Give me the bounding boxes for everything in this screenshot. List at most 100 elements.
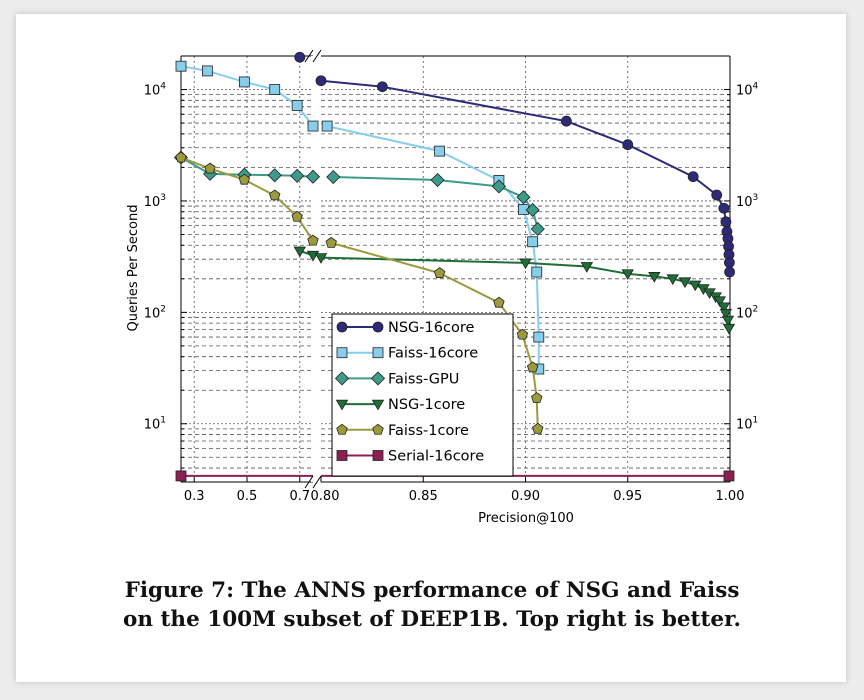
data-point	[325, 236, 337, 248]
data-point	[305, 169, 321, 184]
data-point	[291, 100, 303, 111]
legend-entry: NSG-16core	[336, 320, 474, 336]
x-tick-label: 0.85	[409, 489, 438, 504]
y-tick-label: 104	[736, 82, 759, 99]
data-point	[175, 470, 187, 482]
data-point	[433, 267, 446, 278]
data-point	[722, 323, 736, 335]
legend-marker	[336, 347, 348, 359]
axis-break-marks	[304, 49, 322, 489]
axis-ticks: 101 101 102 102 103 103 104 104 0.3 0.5 0.7 0.80 0.8…	[144, 55, 759, 504]
break-slash	[304, 475, 314, 489]
data-point	[666, 274, 679, 286]
x-tick-label: 0.5	[237, 489, 258, 504]
data-point	[724, 266, 735, 278]
legend-marker	[372, 321, 384, 333]
x-tick-label: 0.90	[511, 489, 540, 504]
legend-marker	[335, 399, 349, 411]
x-tick-label: 1.00	[716, 489, 745, 504]
legend-label: Faiss-GPU	[388, 371, 459, 387]
data-point	[315, 75, 327, 87]
data-point	[525, 202, 540, 218]
y-tick-label: 102	[736, 304, 758, 321]
legend-label: Faiss-16core	[388, 346, 478, 362]
data-point	[713, 296, 726, 308]
legend-marker	[336, 423, 348, 435]
y-tick-label: 102	[144, 304, 166, 321]
data-point	[648, 272, 661, 283]
legend-marker	[372, 347, 384, 359]
x-tick-label: 0.3	[184, 489, 205, 504]
data-point	[526, 361, 539, 373]
data-point	[290, 168, 305, 183]
legend-marker	[336, 321, 348, 333]
data-point	[516, 328, 529, 340]
break-slash	[312, 49, 322, 63]
x-axis-label: Precision@100	[478, 511, 574, 526]
data-point	[531, 266, 543, 278]
data-point	[493, 296, 505, 308]
data-point	[294, 51, 306, 63]
data-point	[530, 221, 545, 237]
series-faiss-16core	[175, 60, 545, 375]
legend-entry: Faiss-1core	[336, 423, 469, 439]
caption-line-2: on the 100M subset of DEEP1B. Top right …	[123, 607, 741, 632]
y-tick-label: 103	[736, 193, 758, 210]
data-point	[533, 331, 545, 343]
chart-legend: NSG-16core Faiss-16core Faiss-GPU NSG-1core…	[331, 313, 514, 477]
legend-entry: NSG-1core	[335, 397, 465, 413]
legend-marker	[334, 371, 350, 386]
legend-entry: Faiss-GPU	[334, 371, 459, 387]
data-point	[717, 302, 731, 314]
data-point	[269, 189, 281, 201]
data-point	[291, 210, 303, 222]
caption-line-1: Figure 7: The ANNS performance of NSG an…	[124, 578, 740, 603]
data-point	[267, 168, 282, 183]
data-point	[238, 173, 251, 185]
y-axis-label: Queries Per Second	[126, 204, 141, 331]
data-point	[527, 236, 539, 248]
data-point	[532, 422, 544, 434]
legend-label: Faiss-1core	[388, 423, 469, 439]
data-point	[723, 470, 735, 482]
data-point	[326, 169, 341, 185]
data-point	[531, 392, 543, 403]
legend-marker	[372, 423, 384, 435]
legend-label: Serial-16core	[388, 449, 484, 465]
y-tick-label: 101	[736, 416, 758, 433]
data-point	[293, 246, 306, 258]
legend-marker	[336, 450, 348, 461]
break-slash	[304, 49, 314, 63]
legend-box	[331, 313, 514, 477]
data-point	[711, 189, 723, 201]
data-point	[376, 81, 388, 93]
legend-marker	[372, 450, 384, 461]
series-faiss-gpu	[173, 150, 545, 237]
y-tick-label: 104	[144, 82, 167, 99]
data-point	[622, 139, 634, 151]
x-tick-label: 0.7	[289, 489, 310, 504]
data-point	[307, 234, 319, 246]
legend-label: NSG-1core	[388, 397, 465, 413]
series-nsg-16core	[294, 51, 735, 278]
data-point	[204, 162, 216, 174]
data-point	[430, 172, 445, 188]
data-point	[719, 308, 733, 320]
data-point	[519, 258, 532, 270]
data-point	[718, 202, 730, 214]
anns-performance-chart: 101 101 102 102 103 103 104 104 0.3 0.5 0.7 0.80 0.8…	[126, 49, 759, 526]
data-point	[678, 277, 692, 289]
series-nsg-1core	[293, 246, 736, 335]
data-point	[314, 253, 328, 264]
break-slash	[312, 475, 322, 489]
data-point	[491, 179, 506, 194]
legend-marker	[371, 399, 385, 411]
data-point	[721, 315, 735, 327]
y-tick-label: 103	[144, 193, 166, 210]
data-point	[434, 145, 446, 157]
data-point	[720, 216, 732, 228]
figure-caption: Figure 7: The ANNS performance of NSG an…	[0, 576, 864, 634]
data-point	[238, 76, 250, 88]
y-tick-label: 101	[144, 416, 166, 433]
data-point	[580, 262, 594, 273]
